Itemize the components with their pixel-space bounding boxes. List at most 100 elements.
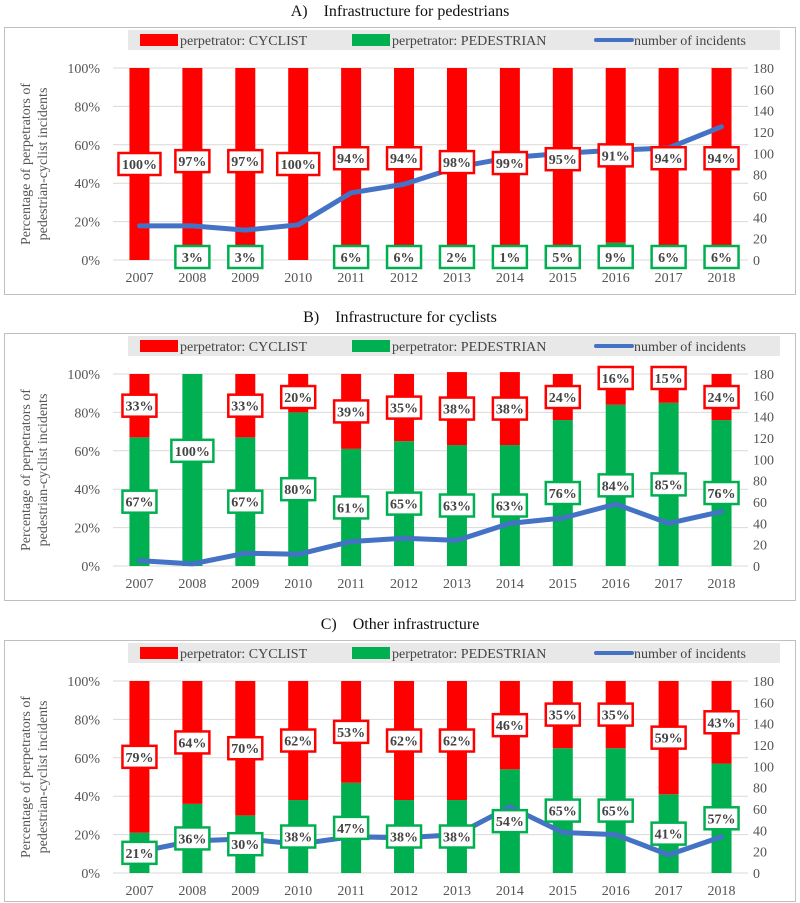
x-tick-label: 2016	[602, 884, 630, 899]
data-label-text: 80%	[284, 483, 312, 498]
data-label-cyclist-2007: 79%	[121, 744, 158, 770]
x-tick-label: 2015	[549, 577, 577, 592]
data-label-box	[703, 806, 740, 831]
x-tick-label: 2008	[178, 577, 206, 592]
data-label-text: 98%	[443, 156, 471, 171]
data-label-pedestrian-2007: 67%	[121, 489, 158, 514]
data-label-box	[385, 491, 423, 516]
panel-b-title: B) Infrastructure for cyclists	[0, 309, 800, 327]
data-label-pedestrian-2017: 85%	[650, 472, 687, 497]
data-label-cyclist-2018: 94%	[703, 145, 740, 171]
data-label-text: 65%	[549, 805, 577, 820]
x-tick-label: 2008	[178, 271, 206, 286]
legend-label-pedestrian: perpetrator: PEDESTRIAN	[392, 34, 546, 49]
data-label-text: 24%	[708, 391, 736, 406]
data-label-cyclist-2018: 43%	[703, 710, 740, 735]
data-label-box	[332, 145, 370, 171]
data-label-box	[597, 798, 634, 823]
legend-swatch-cyclist	[140, 647, 178, 659]
data-label-cyclist-2015: 35%	[544, 702, 582, 727]
y2-tick-label: 100	[753, 453, 774, 468]
data-label-text: 1%	[499, 251, 520, 266]
data-label-box	[174, 148, 211, 174]
y-tick-label: 0%	[81, 867, 100, 882]
y-tick-label: 60%	[74, 139, 100, 154]
x-tick-label: 2014	[496, 884, 524, 899]
y2-tick-label: 160	[753, 389, 774, 404]
y-tick-label: 40%	[74, 790, 100, 805]
data-label-pedestrian-2015: 65%	[544, 798, 582, 823]
data-label-pedestrian-2011: 61%	[332, 495, 370, 520]
y2-tick-label: 80	[753, 475, 767, 490]
panel-letter: B)	[303, 309, 320, 326]
data-label-box	[597, 244, 634, 270]
data-label-box	[491, 396, 529, 421]
data-label-box	[385, 145, 423, 171]
y-axis-title: Percentage of perpetrators of pedestrian-…	[19, 696, 51, 858]
data-label-cyclist-2008: 97%	[174, 148, 211, 174]
y-tick-label: 60%	[74, 752, 100, 767]
data-label-box	[650, 365, 687, 391]
data-label-cyclist-2007: 33%	[121, 393, 158, 418]
data-label-box	[597, 702, 634, 727]
data-label-text: 21%	[125, 847, 153, 862]
legend-background	[128, 336, 780, 356]
data-label-text: 61%	[337, 501, 365, 516]
legend-swatch-cyclist	[140, 34, 178, 46]
x-tick-label: 2018	[708, 577, 736, 592]
data-label-pedestrian-2014: 54%	[491, 808, 529, 834]
y2-tick-label: 100	[753, 147, 774, 162]
data-label-cyclist-2011: 39%	[332, 399, 370, 424]
panel-c-title: C) Other infrastructure	[0, 616, 800, 634]
data-label-box	[279, 728, 317, 753]
y-tick-label: 100%	[67, 62, 100, 77]
data-label-text: 54%	[496, 815, 524, 830]
data-label-pedestrian-2008: 36%	[174, 826, 211, 851]
data-label-pedestrian-2012: 38%	[385, 824, 423, 849]
y2-tick-label: 40	[753, 211, 767, 226]
data-label-text: 47%	[337, 822, 365, 837]
x-tick-label: 2012	[390, 271, 418, 286]
data-label-box	[227, 489, 264, 514]
x-tick-label: 2014	[496, 271, 524, 286]
data-label-text: 62%	[443, 735, 471, 750]
data-label-text: 84%	[602, 479, 630, 494]
data-label-text: 67%	[125, 496, 153, 511]
data-label-text: 53%	[337, 726, 365, 741]
data-label-text: 3%	[182, 251, 203, 266]
data-label-text: 97%	[178, 155, 206, 170]
y-tick-label: 20%	[74, 216, 100, 231]
x-tick-label: 2013	[443, 577, 471, 592]
data-label-text: 9%	[605, 251, 626, 266]
x-tick-label: 2016	[602, 577, 630, 592]
y2-tick-label: 20	[753, 233, 767, 248]
panel-letter: A)	[290, 3, 308, 20]
data-label-text: 41%	[655, 828, 683, 843]
y-tick-label: 80%	[74, 100, 100, 115]
legend-label-incidents: number of incidents	[634, 647, 746, 662]
data-label-cyclist-2016: 91%	[597, 143, 634, 168]
data-label-text: 100%	[175, 445, 210, 460]
y2-tick-label: 60	[753, 190, 767, 205]
data-label-box	[491, 712, 529, 738]
y2-tick-label: 120	[753, 432, 774, 447]
data-label-text: 94%	[390, 152, 418, 167]
data-label-text: 64%	[178, 736, 206, 751]
data-label-cyclist-2016: 16%	[597, 365, 634, 391]
data-label-text: 30%	[231, 838, 259, 853]
y2-tick-label: 80	[753, 782, 767, 797]
bar-pedestrian-2008	[182, 374, 203, 566]
data-label-box	[227, 735, 264, 761]
data-label-box	[332, 815, 370, 841]
y-tick-label: 100%	[67, 675, 100, 690]
data-label-pedestrian-2018: 76%	[703, 480, 740, 506]
data-label-box	[117, 151, 162, 177]
chart-title: Infrastructure for cyclists	[335, 309, 497, 326]
y2-tick-label: 180	[753, 368, 774, 383]
data-label-box	[174, 244, 211, 270]
chart-infrastructure-cyclists: perpetrator: CYCLIST perpetrator: PEDESTR…	[4, 333, 796, 601]
x-tick-label: 2014	[496, 577, 524, 592]
y-tick-label: 40%	[74, 483, 100, 498]
data-label-text: 24%	[549, 391, 577, 406]
data-label-text: 65%	[390, 498, 418, 513]
